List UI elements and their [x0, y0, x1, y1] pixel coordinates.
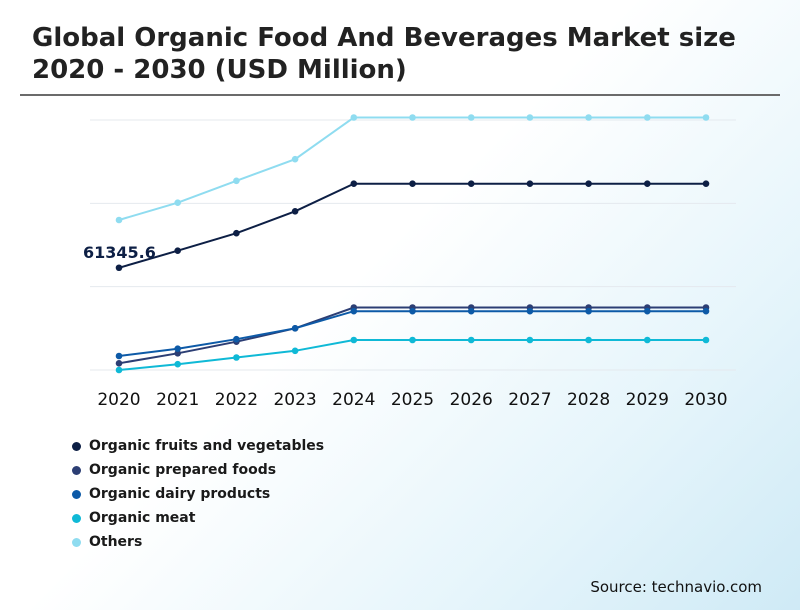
series-line-0	[118, 182, 706, 269]
x-tick-label-2025: 2025	[391, 390, 434, 410]
legend-label: Organic fruits and vegetables	[89, 438, 325, 454]
legend-marker	[72, 441, 81, 451]
data-point-4-2025	[409, 114, 416, 121]
legend-marker	[72, 489, 81, 499]
data-point-0-2027	[526, 180, 534, 187]
data-point-0-2021	[174, 247, 181, 254]
data-point-0-2022	[233, 229, 240, 237]
data-point-3-2023	[291, 347, 299, 355]
legend-item-3: Organic meat	[72, 506, 324, 530]
legend-item-0: Organic fruits and vegetables	[72, 434, 324, 458]
x-tick-label-2028: 2028	[567, 390, 610, 410]
data-point-2-2030	[702, 307, 710, 315]
data-point-4-2021	[174, 199, 181, 206]
data-point-2-2027	[526, 307, 534, 315]
x-tick-label-2026: 2026	[450, 390, 493, 410]
legend-label: Organic prepared foods	[89, 462, 277, 478]
data-point-4-2023	[291, 155, 299, 163]
data-point-0-2029	[644, 180, 651, 187]
chart-title: Global Organic Food And Beverages Market…	[32, 23, 736, 85]
data-point-1-2021	[174, 350, 181, 357]
data-point-4-2026	[467, 114, 475, 121]
data-point-0-2025	[409, 180, 416, 187]
data-point-3-2025	[409, 336, 416, 344]
data-point-4-2030	[702, 114, 710, 121]
source-note: Source: technavio.com	[590, 578, 762, 596]
data-point-3-2028	[585, 336, 592, 344]
data-point-3-2027	[526, 336, 534, 344]
data-point-2-2028	[585, 307, 592, 315]
data-point-3-2030	[702, 336, 710, 344]
data-point-0-2026	[467, 180, 475, 187]
x-tick-label-2023: 2023	[273, 390, 316, 410]
data-point-0-2024	[350, 180, 358, 187]
legend-marker	[72, 537, 81, 547]
data-point-4-2028	[585, 114, 592, 121]
data-point-2-2021	[174, 345, 181, 352]
data-point-4-2024	[350, 114, 358, 121]
data-point-2-2024	[350, 307, 358, 315]
legend-item-4: Others	[72, 530, 324, 554]
x-tick-label-2022: 2022	[215, 390, 258, 410]
x-tick-label-2027: 2027	[508, 390, 551, 410]
data-point-4-2027	[526, 114, 534, 121]
data-point-4-2029	[644, 114, 651, 121]
data-point-1-2020	[115, 360, 123, 367]
data-point-0-2028	[585, 180, 592, 187]
data-point-4-2020	[115, 216, 123, 224]
x-tick-label-2021: 2021	[156, 390, 199, 410]
data-point-3-2024	[350, 336, 358, 344]
data-point-3-2020	[115, 366, 123, 374]
data-point-3-2026	[467, 336, 475, 344]
data-point-2-2020	[115, 352, 123, 360]
data-label-2020: 61345.6	[83, 243, 156, 262]
legend-marker	[72, 465, 81, 475]
legend-item-1: Organic prepared foods	[72, 458, 324, 482]
data-point-2-2023	[291, 325, 299, 332]
data-point-3-2022	[233, 354, 240, 361]
data-point-2-2022	[233, 335, 240, 343]
data-point-0-2023	[291, 208, 299, 215]
data-point-4-2022	[233, 177, 240, 185]
data-point-0-2020	[115, 264, 123, 272]
legend-marker	[72, 513, 81, 523]
series-line-2	[118, 310, 706, 357]
legend-item-2: Organic dairy products	[72, 482, 324, 506]
series-line-1	[118, 306, 706, 365]
series-line-4	[118, 116, 706, 221]
legend-label: Organic dairy products	[89, 486, 271, 502]
legend-label: Others	[89, 534, 143, 550]
legend-label: Organic meat	[89, 510, 196, 526]
data-point-2-2025	[409, 307, 416, 315]
x-tick-label-2020: 2020	[97, 390, 140, 410]
data-point-2-2029	[644, 307, 651, 315]
x-tick-label-2030: 2030	[684, 390, 727, 410]
x-tick-label-2029: 2029	[626, 390, 669, 410]
x-tick-label-2024: 2024	[332, 390, 375, 410]
data-point-2-2026	[467, 307, 475, 315]
chart-legend: Organic fruits and vegetables Organic pre…	[72, 434, 324, 554]
title-divider	[20, 94, 780, 96]
data-point-3-2029	[644, 336, 651, 344]
data-point-0-2030	[702, 180, 710, 187]
data-point-3-2021	[174, 360, 181, 368]
